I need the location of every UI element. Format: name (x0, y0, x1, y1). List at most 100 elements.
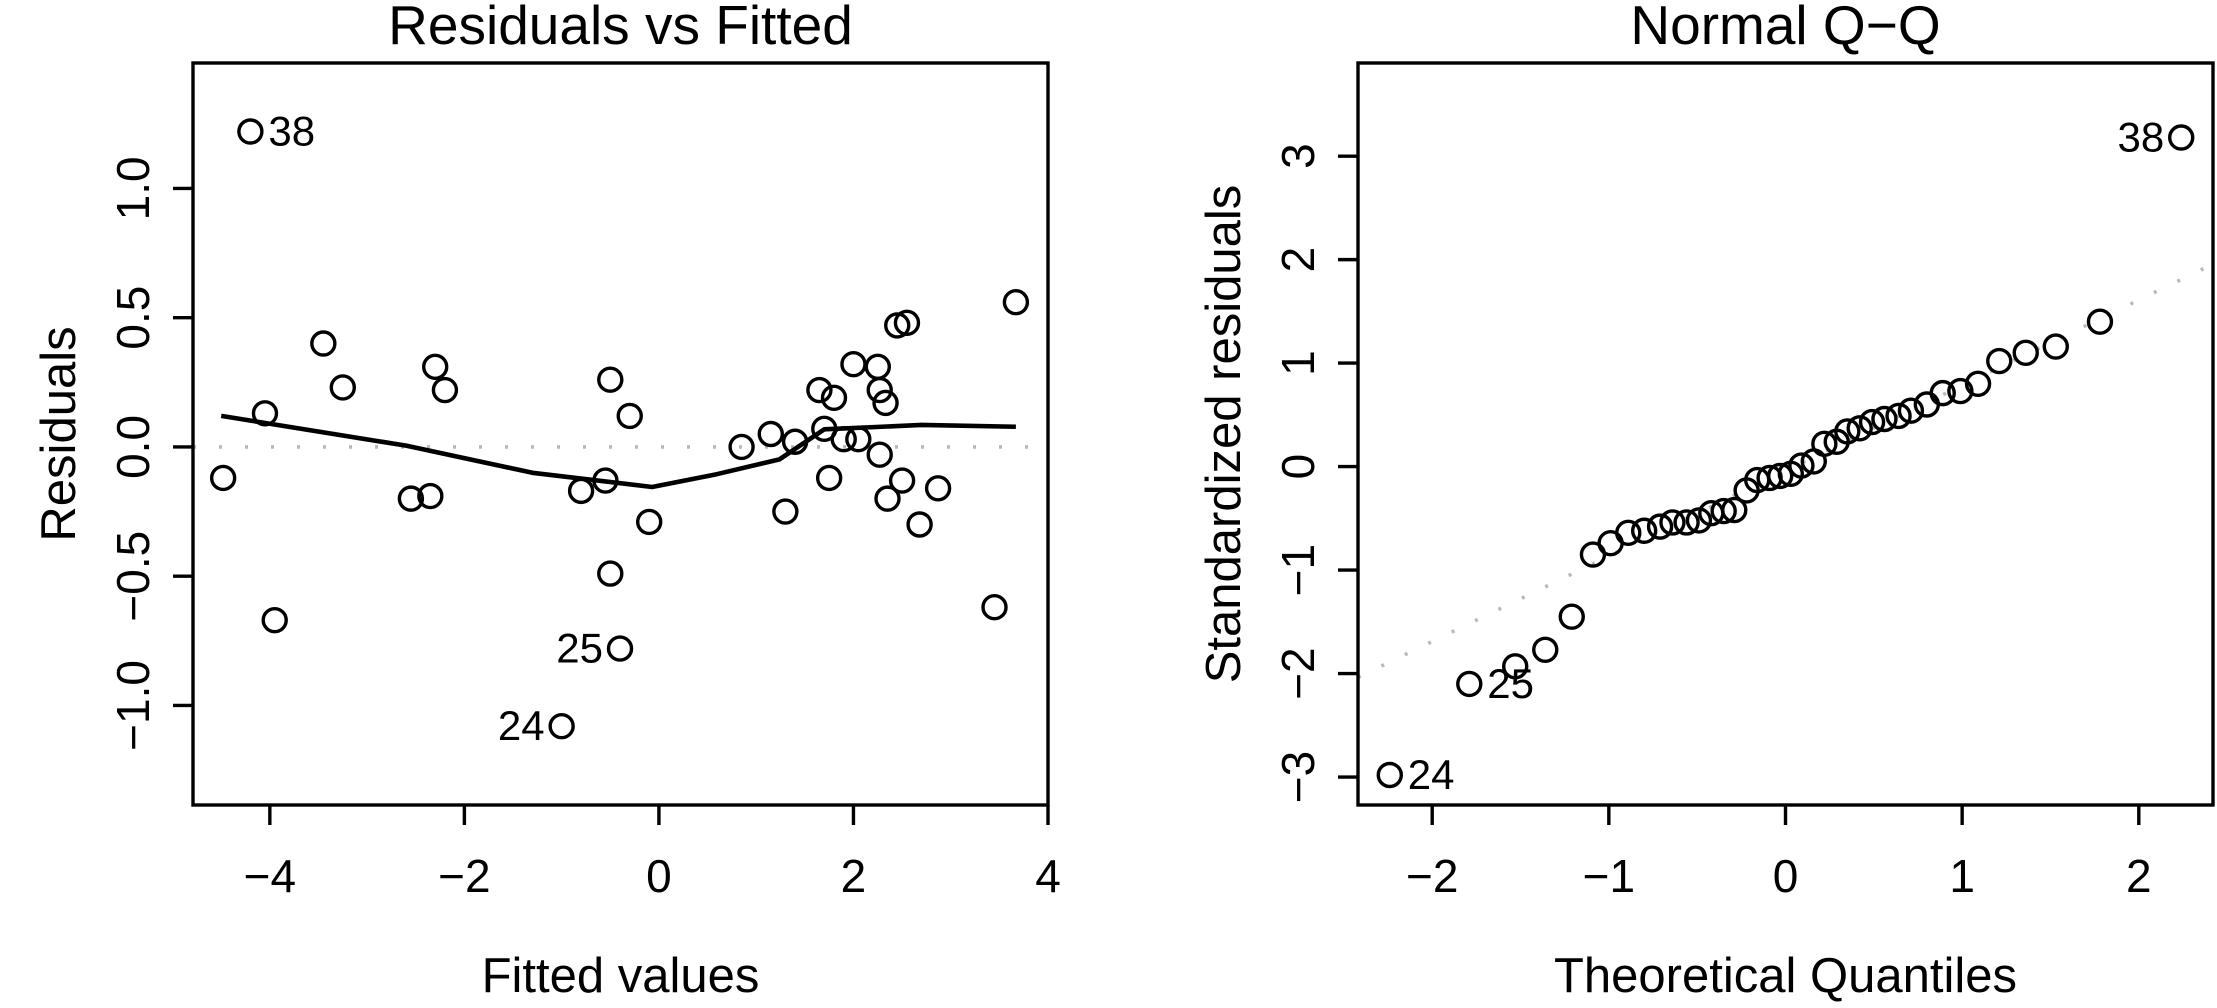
data-point (1871, 405, 1898, 433)
data-point (1811, 430, 1838, 458)
tick-label: −1.0 (107, 660, 159, 751)
residuals-vs-fitted-plot: Residuals vs Fitted Fitted values Residu… (32, 0, 1061, 1003)
data-point (1376, 761, 1403, 789)
data-point (806, 376, 833, 404)
point-label: 38 (2117, 114, 2164, 161)
data-point (616, 402, 643, 430)
data-point (815, 464, 843, 492)
data-point (1558, 603, 1585, 630)
data-point (548, 712, 575, 740)
tick-label: 1 (1949, 850, 1975, 902)
data-point (1846, 415, 1873, 442)
tick-label: 2 (841, 850, 867, 902)
data-point (864, 353, 891, 380)
data-point (1002, 288, 1030, 316)
tick-label: 2 (2126, 850, 2152, 902)
data-point (592, 467, 619, 494)
data-point (1646, 513, 1674, 540)
data-point (567, 477, 595, 505)
data-point (397, 485, 425, 512)
point-label: 25 (556, 625, 603, 672)
smooth-line (220, 413, 1016, 490)
tick-label: −2 (1272, 647, 1324, 699)
data-point (1721, 496, 1748, 524)
data-point (1532, 636, 1559, 663)
data-point (1630, 517, 1658, 544)
data-point (1885, 402, 1912, 430)
data-point (820, 384, 848, 412)
data-point (1673, 509, 1700, 536)
data-point (906, 511, 933, 538)
point-label: 24 (1408, 751, 1455, 798)
data-point (845, 425, 872, 453)
data-point (261, 606, 288, 634)
data-point (417, 482, 444, 510)
data-point (1947, 377, 1974, 405)
data-point (981, 594, 1008, 621)
tick-label: −4 (244, 850, 296, 902)
right-plot-title: Normal Q−Q (1630, 0, 1940, 56)
data-point (1456, 670, 1483, 698)
point-label: 24 (498, 702, 545, 749)
data-point (757, 420, 784, 448)
data-point (597, 366, 624, 393)
tick-label: −2 (438, 850, 490, 902)
right-plot-xlabel: Theoretical Quantiles (1554, 949, 2017, 1003)
data-point (772, 498, 799, 525)
left-plot-xlabel: Fitted values (482, 949, 760, 1003)
data-point (1710, 497, 1737, 525)
data-point (2042, 333, 2069, 360)
data-point (209, 464, 237, 492)
data-point (422, 353, 449, 380)
data-point (2012, 339, 2039, 366)
data-point (893, 309, 921, 337)
data-point (431, 376, 459, 404)
data-point (310, 330, 337, 357)
tick-label: 4 (1035, 850, 1061, 902)
data-point (237, 118, 264, 145)
data-point (1659, 509, 1686, 536)
tick-label: 0.5 (107, 286, 159, 350)
tick-label: 1 (1272, 350, 1324, 376)
data-point (597, 560, 624, 587)
tick-label: 1.0 (107, 156, 159, 220)
right-plot-ylabel: Standardized residuals (1197, 185, 1251, 683)
data-point (1897, 397, 1925, 424)
data-point (781, 428, 809, 455)
tick-label: −0.5 (107, 531, 159, 622)
data-point (606, 635, 634, 662)
data-point (2086, 308, 2114, 335)
data-point (924, 475, 952, 502)
data-point (1929, 379, 1956, 407)
tick-label: 0 (646, 850, 672, 902)
point-label: 38 (268, 108, 315, 155)
data-point (1788, 452, 1815, 479)
data-point (872, 389, 899, 417)
data-point (830, 425, 857, 453)
tick-label: 0 (1272, 454, 1324, 480)
data-point (635, 508, 663, 536)
data-point (866, 376, 893, 404)
data-point (874, 485, 901, 512)
plot-box (1356, 61, 2215, 807)
left-plot-title: Residuals vs Fitted (388, 0, 853, 56)
data-point (1986, 347, 2013, 375)
data-point (866, 441, 893, 468)
point-label: 25 (1487, 660, 1534, 707)
tick-label: 0 (1773, 850, 1799, 902)
data-point (251, 400, 279, 427)
data-point (1502, 653, 1529, 680)
data-point (1615, 519, 1642, 547)
data-point (888, 467, 916, 494)
qq-reference-line (1357, 262, 2214, 679)
data-point (1858, 408, 1886, 436)
data-point (329, 374, 356, 401)
data-point (1767, 462, 1794, 490)
tick-label: 3 (1272, 143, 1324, 169)
normal-qq-plot: Normal Q−Q Theoretical Quantiles Standar… (1197, 0, 2215, 1003)
data-point (2168, 124, 2195, 151)
tick-label: 0.0 (107, 415, 159, 479)
tick-label: 2 (1272, 247, 1324, 273)
